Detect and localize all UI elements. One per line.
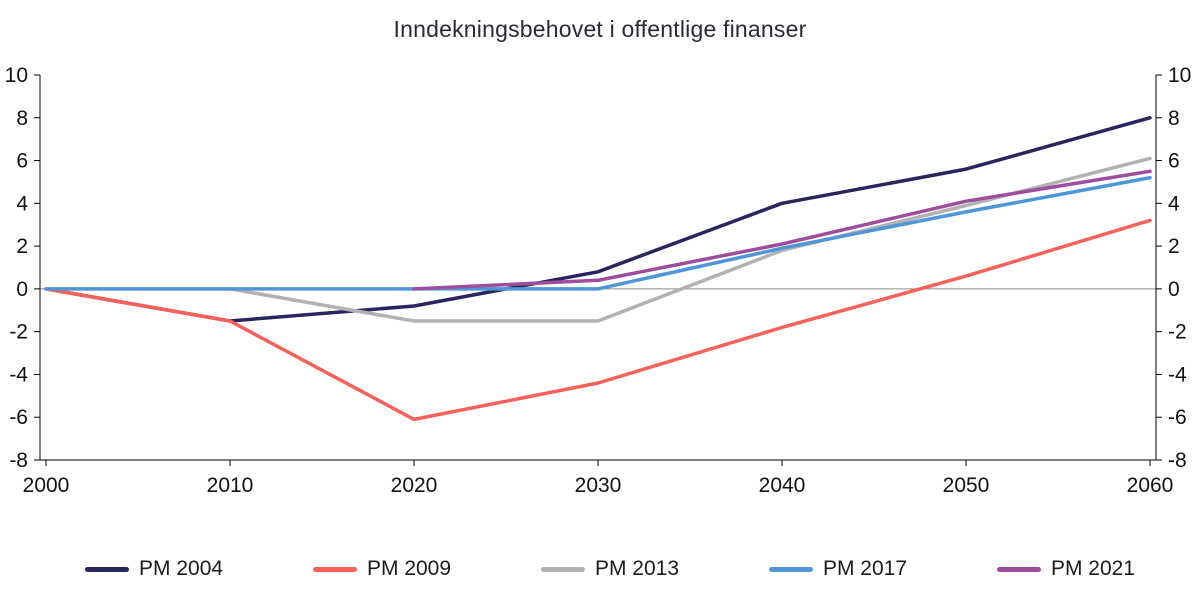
series-line-pm-2017 bbox=[44, 175, 1152, 291]
y-axis-tick-label-right: -4 bbox=[1168, 363, 1187, 386]
legend-label-pm-2017: PM 2017 bbox=[822, 557, 908, 580]
series-line-pm-2021 bbox=[412, 169, 1152, 291]
x-axis-tick-label: 2000 bbox=[23, 474, 70, 497]
x-axis-tick-label: 2050 bbox=[943, 474, 990, 497]
x-axis-tick-label: 2040 bbox=[759, 474, 806, 497]
y-axis-tick-label-right: -2 bbox=[1168, 321, 1187, 344]
y-axis-tick-label-left: -6 bbox=[9, 406, 28, 429]
series-line-pm-2009 bbox=[44, 218, 1152, 422]
y-axis-tick-label-right: 10 bbox=[1168, 64, 1191, 87]
legend-item-pm-2009: PM 2009 bbox=[312, 557, 452, 581]
y-axis-tick-label-right: -8 bbox=[1168, 449, 1187, 472]
y-axis-tick-label-left: 2 bbox=[16, 235, 28, 258]
y-axis-tick-label-left: 6 bbox=[16, 150, 28, 173]
x-axis-tick-label: 2010 bbox=[207, 474, 254, 497]
chart-title: Inndekningsbehovet i offentlige finanser bbox=[393, 16, 807, 42]
y-axis-tick-label-left: -4 bbox=[9, 363, 28, 386]
y-axis-tick-label-left: 4 bbox=[16, 192, 28, 215]
x-axis-tick-label: 2060 bbox=[1127, 474, 1174, 497]
y-axis-tick-label-left: -8 bbox=[9, 449, 28, 472]
legend-label-pm-2013: PM 2013 bbox=[594, 557, 680, 580]
chart-legend: PM 2004 PM 2009 PM 2013 PM 2017 PM 2021 bbox=[85, 552, 1135, 586]
legend-item-pm-2021: PM 2021 bbox=[996, 557, 1135, 581]
y-axis-tick-label-right: 2 bbox=[1168, 235, 1180, 258]
legend-label-pm-2021: PM 2021 bbox=[1050, 557, 1135, 580]
x-axis-tick-label: 2030 bbox=[575, 474, 622, 497]
x-axis-tick-label: 2020 bbox=[391, 474, 438, 497]
legend-label-pm-2004: PM 2004 bbox=[139, 557, 224, 580]
series-line-pm-2013 bbox=[44, 156, 1152, 323]
y-axis-tick-label-right: -6 bbox=[1168, 406, 1187, 429]
legend-item-pm-2013: PM 2013 bbox=[540, 557, 680, 581]
y-axis-tick-label-right: 6 bbox=[1168, 150, 1180, 173]
legend-swatch-pm-2004 bbox=[85, 566, 129, 572]
legend-swatch-pm-2021 bbox=[996, 566, 1041, 572]
y-axis-tick-label-left: 0 bbox=[16, 278, 28, 301]
y-axis-tick-label-right: 4 bbox=[1168, 192, 1180, 215]
legend-item-pm-2017: PM 2017 bbox=[768, 557, 908, 581]
legend-swatch-pm-2013 bbox=[540, 566, 585, 572]
legend-item-pm-2004: PM 2004 bbox=[85, 557, 223, 581]
y-axis-tick-label-left: 8 bbox=[16, 107, 28, 130]
y-axis-tick-label-left: -2 bbox=[9, 321, 28, 344]
legend-label-pm-2009: PM 2009 bbox=[366, 557, 452, 580]
legend-swatch-pm-2017 bbox=[768, 566, 813, 572]
y-axis-tick-label-right: 8 bbox=[1168, 107, 1180, 130]
y-axis-tick-label-left: 10 bbox=[5, 64, 28, 87]
y-axis-tick-label-right: 0 bbox=[1168, 278, 1180, 301]
legend-swatch-pm-2009 bbox=[312, 566, 357, 572]
